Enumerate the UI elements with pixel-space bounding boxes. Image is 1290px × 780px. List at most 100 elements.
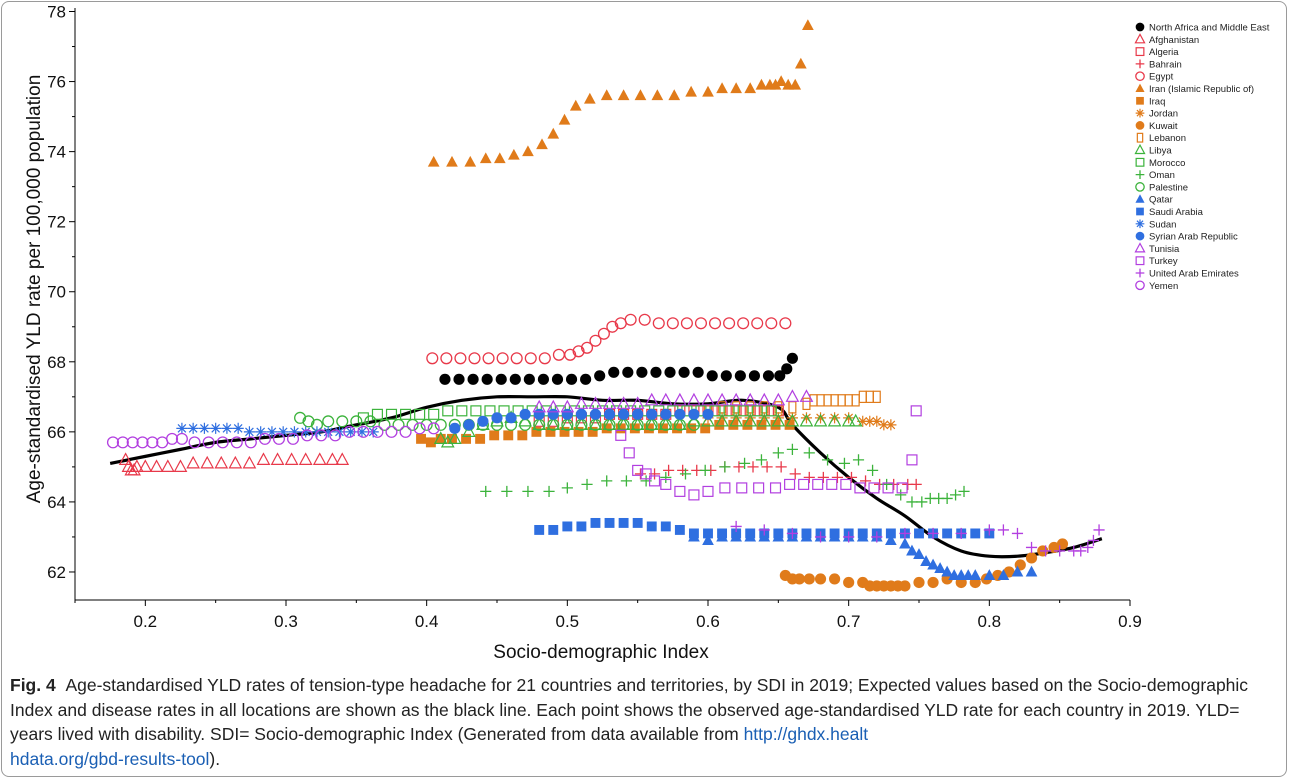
legend-item: Jordan <box>1135 109 1178 120</box>
data-point <box>371 425 384 438</box>
data-point <box>718 401 727 414</box>
data-point <box>615 423 626 434</box>
y-tick-label: 72 <box>47 213 66 232</box>
data-point <box>590 517 601 528</box>
data-point <box>701 413 715 427</box>
legend-item: Yemen <box>1135 280 1178 292</box>
data-point <box>910 405 922 417</box>
data-point <box>243 426 256 438</box>
data-point <box>493 152 506 164</box>
data-point <box>673 417 687 430</box>
data-point <box>434 418 447 431</box>
data-point <box>616 417 631 430</box>
data-point <box>913 576 925 589</box>
data-point <box>336 415 349 428</box>
data-point <box>576 521 587 532</box>
legend-marker <box>1135 47 1145 57</box>
data-point <box>468 352 481 365</box>
data-point <box>700 423 711 434</box>
series-12 <box>480 443 970 508</box>
data-point <box>294 411 307 424</box>
data-point <box>745 528 756 539</box>
data-point <box>1025 552 1038 564</box>
x-tick-label: 0.3 <box>274 612 298 631</box>
data-point <box>770 419 781 430</box>
legend-marker <box>1135 83 1145 92</box>
data-point <box>561 482 573 494</box>
y-tick-label: 68 <box>47 353 66 372</box>
data-point <box>716 412 728 424</box>
scatter-chart: Age-standardised YLD rate per 100,000 po… <box>24 3 1270 663</box>
data-point <box>983 524 995 536</box>
series-3 <box>634 461 922 490</box>
data-point <box>484 405 496 417</box>
series-1 <box>118 452 350 476</box>
data-point <box>1025 565 1038 577</box>
y-tick-label: 76 <box>47 73 66 92</box>
data-point <box>660 471 672 483</box>
data-point <box>864 415 876 427</box>
data-point <box>400 408 412 420</box>
data-point <box>775 461 787 473</box>
data-point <box>779 317 792 330</box>
data-point <box>588 396 603 409</box>
data-point <box>531 426 542 437</box>
data-point <box>802 19 814 31</box>
data-point <box>547 408 559 420</box>
data-point <box>106 436 120 449</box>
data-point <box>774 401 783 414</box>
data-point <box>600 89 613 101</box>
data-point <box>899 580 911 592</box>
data-point <box>277 426 289 438</box>
data-point <box>765 317 778 330</box>
data-point <box>1075 545 1087 557</box>
legend-item: Libya <box>1134 143 1172 157</box>
data-point <box>773 528 784 539</box>
data-point <box>618 408 630 420</box>
data-point <box>210 422 222 434</box>
data-point <box>744 412 756 424</box>
data-point <box>729 413 743 427</box>
legend-label: Libya <box>1149 146 1172 157</box>
data-point <box>603 408 616 420</box>
data-point <box>644 392 659 406</box>
data-point <box>899 527 911 540</box>
data-point <box>622 366 634 378</box>
source-link-part2[interactable]: hdata.org/gbd-results-tool <box>10 748 210 769</box>
source-link-part1[interactable]: http://ghdx.healt <box>743 724 869 744</box>
x-tick-label: 0.8 <box>978 612 1002 631</box>
data-point <box>970 528 981 539</box>
data-point <box>608 366 620 378</box>
data-point <box>255 426 267 438</box>
data-point <box>658 417 673 430</box>
legend-marker <box>1135 170 1145 179</box>
data-point <box>934 562 946 573</box>
data-point <box>435 433 446 444</box>
data-point <box>729 392 743 406</box>
data-point <box>345 426 357 438</box>
data-point <box>616 396 631 409</box>
data-point <box>793 573 806 585</box>
data-point <box>315 429 328 442</box>
data-point <box>906 454 918 466</box>
data-point <box>606 320 619 333</box>
legend-marker <box>1135 280 1145 291</box>
data-point <box>651 89 664 101</box>
data-point <box>1087 534 1100 547</box>
legend-marker <box>1134 242 1146 253</box>
data-point <box>1011 527 1024 540</box>
data-point <box>392 418 405 431</box>
data-point <box>560 399 575 413</box>
data-point <box>758 412 770 424</box>
data-point <box>632 408 644 420</box>
data-point <box>906 496 918 508</box>
data-point <box>426 352 439 365</box>
data-point <box>456 405 468 417</box>
data-point <box>272 432 286 445</box>
data-point <box>634 89 647 101</box>
data-point <box>433 431 448 444</box>
data-point <box>572 345 585 358</box>
data-point <box>546 399 561 413</box>
data-point <box>364 415 377 428</box>
data-point <box>173 459 188 472</box>
